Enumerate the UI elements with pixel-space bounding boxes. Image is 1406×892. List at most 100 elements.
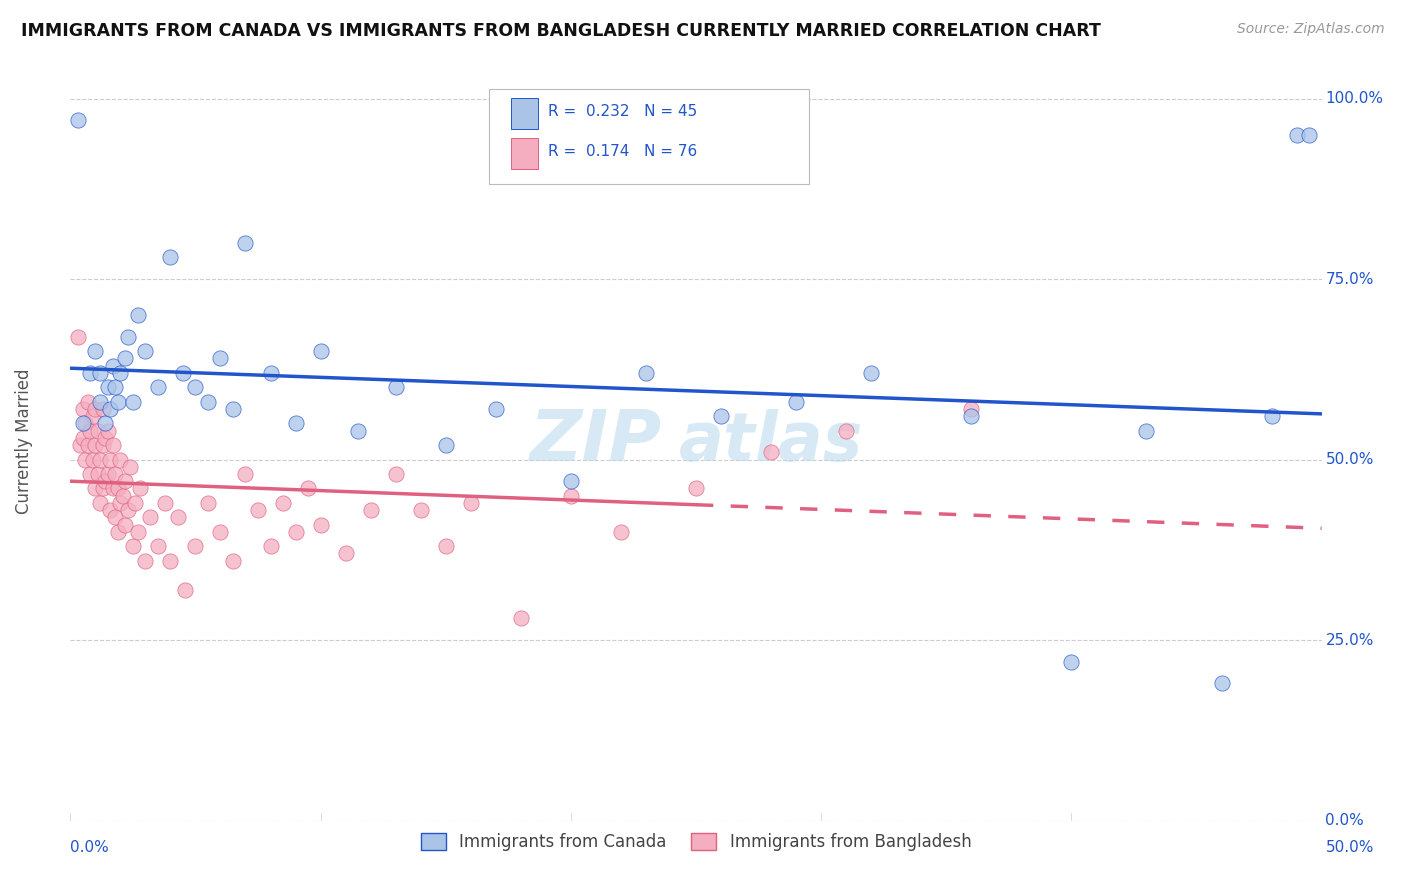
Point [121, 394, 145, 409]
Point [89, 394, 111, 409]
Point [110, 496, 132, 510]
Point [167, 510, 190, 524]
Point [82, 409, 104, 424]
Text: 0.0%: 0.0% [70, 839, 110, 855]
Text: ZIP: ZIP [530, 407, 662, 476]
Point [110, 366, 132, 380]
Point [75, 452, 97, 467]
Point [98, 503, 121, 517]
Point [222, 554, 245, 568]
Point [284, 524, 307, 539]
Point [101, 482, 124, 496]
Point [785, 394, 807, 409]
Point [91, 482, 114, 496]
Point [91, 438, 114, 452]
Point [235, 467, 257, 481]
Point [72, 402, 94, 417]
Point [197, 496, 219, 510]
Text: 25.0%: 25.0% [1326, 632, 1374, 648]
Point [174, 582, 197, 597]
Point [97, 424, 120, 438]
Point [98, 452, 121, 467]
Point [271, 496, 294, 510]
Point [309, 344, 332, 359]
Point [1060, 655, 1083, 669]
Point [309, 517, 332, 532]
Point [79, 424, 101, 438]
Point [610, 524, 633, 539]
Point [860, 366, 883, 380]
Point [79, 467, 101, 481]
Point [110, 452, 132, 467]
Point [434, 539, 457, 553]
Point [960, 402, 983, 417]
Point [560, 475, 582, 489]
Legend: Immigrants from Canada, Immigrants from Bangladesh: Immigrants from Canada, Immigrants from … [413, 826, 979, 858]
Point [134, 554, 156, 568]
Point [1135, 424, 1157, 438]
Point [134, 344, 156, 359]
Point [82, 452, 104, 467]
Text: 50.0%: 50.0% [1326, 452, 1374, 467]
Point [84, 438, 107, 452]
Point [209, 351, 232, 366]
Point [634, 366, 657, 380]
Point [94, 417, 117, 431]
Point [297, 482, 319, 496]
Point [129, 482, 152, 496]
Point [76, 394, 98, 409]
Point [69, 438, 91, 452]
Point [485, 402, 508, 417]
Point [835, 424, 858, 438]
Point [434, 438, 457, 452]
Point [120, 459, 142, 474]
Point [222, 402, 245, 417]
Point [76, 438, 98, 452]
Point [107, 524, 129, 539]
Point [127, 308, 149, 322]
Point [335, 546, 357, 560]
Point [159, 251, 181, 265]
Point [759, 445, 782, 459]
Point [114, 351, 136, 366]
Point [121, 539, 145, 553]
Point [89, 452, 111, 467]
Point [97, 467, 120, 481]
Text: Source: ZipAtlas.com: Source: ZipAtlas.com [1237, 22, 1385, 37]
Point [84, 482, 107, 496]
Point [124, 496, 146, 510]
Point [509, 611, 531, 625]
Point [89, 366, 111, 380]
Point [184, 539, 207, 553]
Point [111, 489, 134, 503]
Point [184, 380, 207, 394]
Point [259, 366, 281, 380]
Point [1298, 128, 1320, 142]
Point [347, 424, 370, 438]
Point [710, 409, 733, 424]
Point [94, 431, 117, 445]
Point [101, 359, 124, 373]
Text: Currently Married: Currently Married [14, 368, 32, 515]
Bar [510, 97, 538, 129]
Point [1260, 409, 1282, 424]
Text: R =  0.232   N = 45: R = 0.232 N = 45 [548, 103, 697, 119]
Point [114, 475, 136, 489]
Point [84, 344, 107, 359]
Text: IMMIGRANTS FROM CANADA VS IMMIGRANTS FROM BANGLADESH CURRENTLY MARRIED CORRELATI: IMMIGRANTS FROM CANADA VS IMMIGRANTS FRO… [21, 22, 1101, 40]
Point [259, 539, 281, 553]
Text: 75.0%: 75.0% [1326, 271, 1374, 286]
Point [1285, 128, 1308, 142]
Point [146, 539, 169, 553]
Point [460, 496, 482, 510]
Point [75, 417, 97, 431]
Point [84, 402, 107, 417]
Point [79, 366, 101, 380]
Point [117, 330, 139, 344]
Point [94, 475, 117, 489]
Point [155, 496, 177, 510]
Point [209, 524, 232, 539]
Point [235, 235, 257, 250]
Point [89, 496, 111, 510]
Point [960, 409, 983, 424]
